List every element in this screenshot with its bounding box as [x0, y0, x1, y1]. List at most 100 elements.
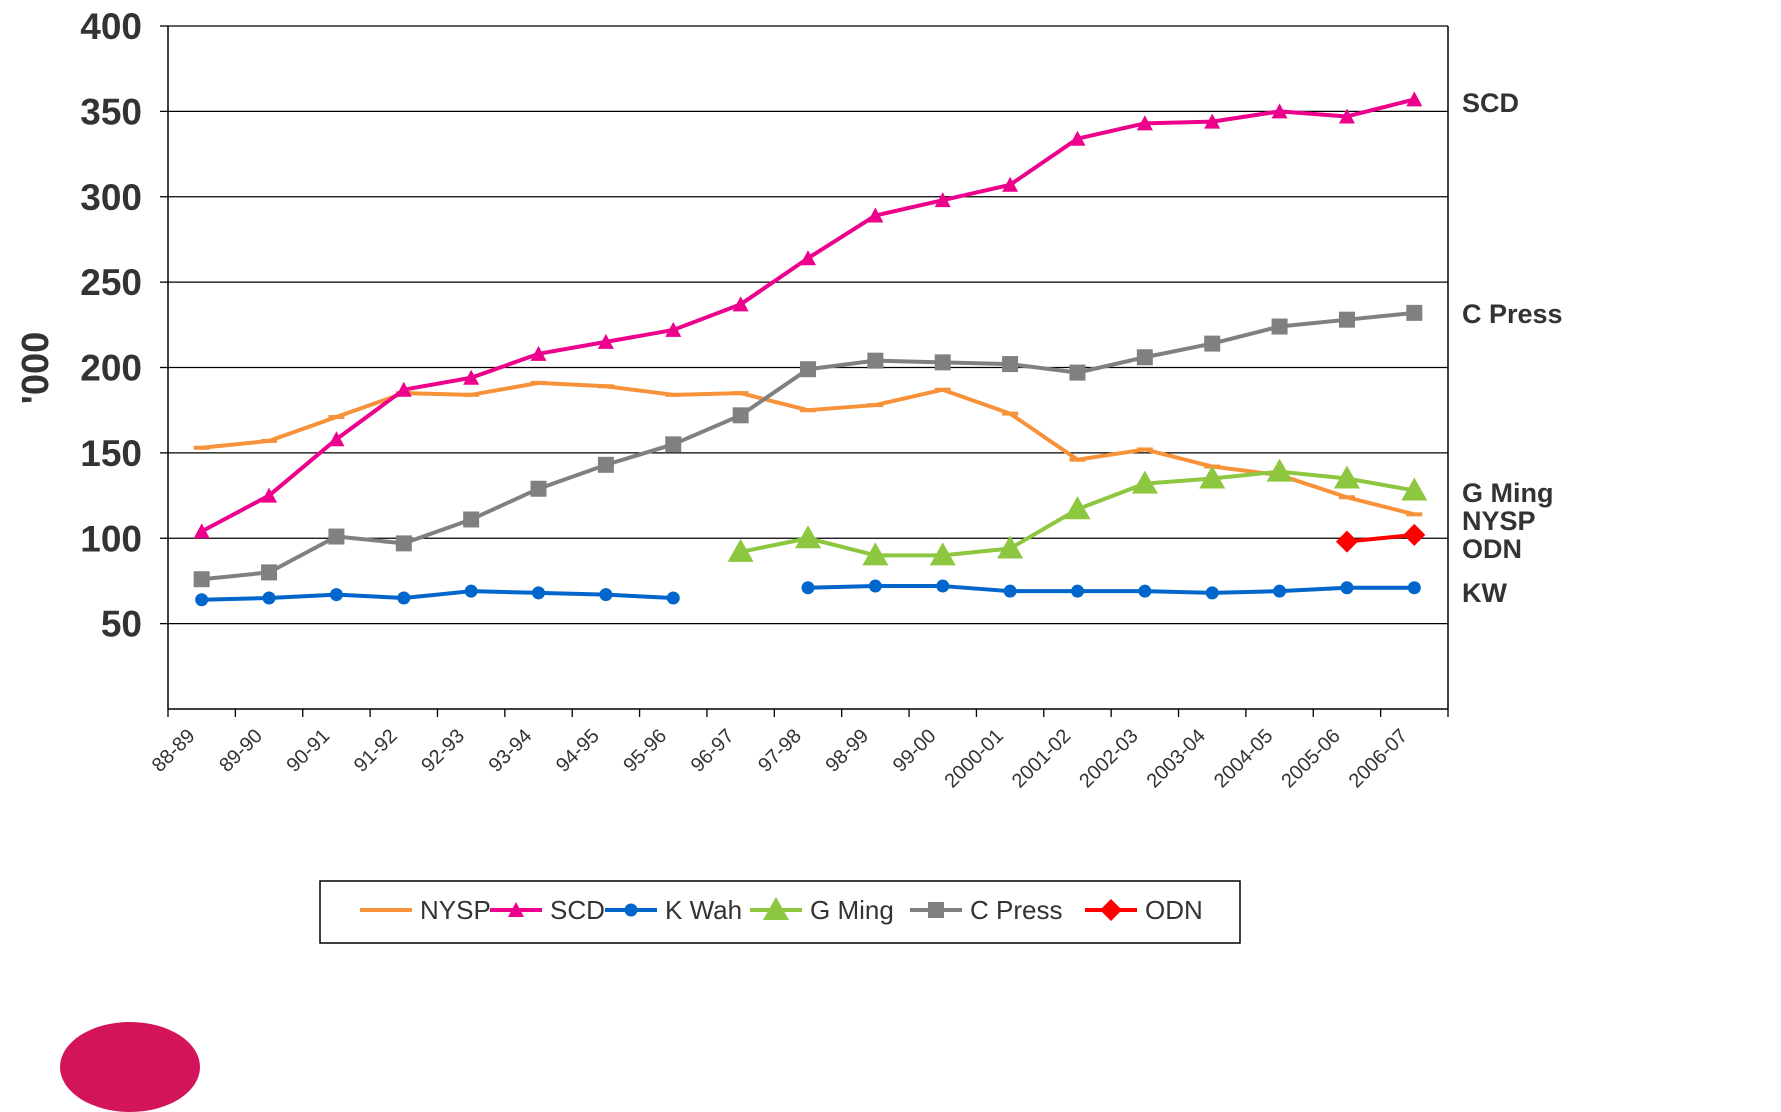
data-point	[1340, 581, 1354, 595]
series-line	[201, 589, 674, 602]
data-point	[1070, 584, 1084, 598]
data-point	[1136, 447, 1153, 452]
series-c-press	[193, 304, 1423, 588]
data-point	[801, 581, 815, 595]
data-point	[929, 542, 956, 566]
data-point	[1205, 586, 1219, 600]
legend-item: C Press	[910, 895, 1062, 925]
data-point	[867, 352, 884, 369]
data-point	[328, 431, 345, 447]
data-point	[1204, 113, 1221, 129]
data-point	[665, 392, 682, 397]
legend-marker	[378, 908, 394, 912]
y-tick-label: 250	[80, 262, 142, 303]
legend-label: G Ming	[810, 895, 894, 925]
x-tick-label: 2006-07	[1345, 725, 1412, 792]
data-point	[867, 207, 884, 223]
data-point	[530, 345, 547, 361]
legend-marker	[1100, 899, 1122, 921]
y-tick-label: 300	[80, 177, 142, 218]
y-tick-label: 50	[101, 604, 142, 645]
data-point	[532, 586, 546, 600]
data-point	[530, 480, 547, 497]
data-point	[936, 579, 950, 593]
data-point	[997, 535, 1024, 559]
end-label: SCD	[1462, 88, 1519, 118]
data-point	[597, 384, 614, 389]
gridlines	[168, 25, 1448, 625]
data-point	[1335, 530, 1358, 553]
x-tick-label: 91-92	[350, 725, 402, 777]
x-tick-label: 88-89	[148, 725, 200, 777]
data-point	[727, 538, 754, 562]
x-tick-label: 90-91	[283, 725, 335, 777]
axes	[160, 25, 1449, 717]
x-tick-label: 2004-05	[1210, 725, 1277, 792]
data-point	[1002, 411, 1019, 416]
data-point	[599, 588, 613, 602]
data-point	[665, 436, 682, 453]
data-point	[795, 525, 821, 549]
y-tick-label: 400	[80, 6, 142, 47]
data-point	[1406, 91, 1423, 107]
data-point	[262, 591, 276, 605]
x-tick-label: 93-94	[485, 725, 537, 777]
x-tick-labels: 88-89 89-90 90-91 91-92 92-93 93-94 94-95 95-96…	[148, 725, 1412, 792]
legend-label: SCD	[550, 895, 605, 925]
series-line	[200, 97, 1415, 534]
brand-logo	[60, 1022, 200, 1112]
data-point	[463, 511, 480, 528]
data-point	[732, 296, 749, 312]
series-lines	[193, 91, 1428, 607]
data-point	[261, 564, 278, 581]
data-point	[261, 487, 278, 503]
legend-label: ODN	[1145, 895, 1203, 925]
data-point	[800, 408, 816, 413]
data-point	[464, 584, 478, 598]
data-point	[1333, 465, 1360, 489]
data-point	[195, 593, 209, 607]
data-point	[934, 387, 951, 392]
end-label: NYSP	[1462, 506, 1536, 536]
data-point	[1138, 584, 1152, 598]
legend-label: K Wah	[665, 895, 742, 925]
data-point	[862, 542, 889, 566]
x-tick-label: 2000-01	[940, 725, 1007, 792]
legend-item: NYSP	[360, 895, 491, 925]
series-line	[1346, 532, 1415, 544]
x-tick-label: 92-93	[417, 725, 469, 777]
data-point	[1406, 512, 1423, 517]
x-tick-label: 99-00	[889, 725, 941, 777]
data-point	[1273, 584, 1287, 598]
data-point	[1136, 349, 1153, 366]
end-label: G Ming	[1462, 478, 1553, 508]
data-point	[934, 192, 951, 208]
data-point	[1271, 103, 1288, 119]
y-tick-label: 200	[80, 348, 142, 389]
data-point	[530, 380, 547, 385]
data-point	[395, 381, 412, 397]
data-point	[800, 250, 816, 266]
data-point	[665, 321, 682, 337]
legend-label: C Press	[970, 895, 1062, 925]
data-point	[193, 523, 210, 539]
data-point	[1406, 304, 1423, 321]
data-point	[1069, 457, 1086, 462]
data-point	[193, 445, 210, 450]
data-point	[1403, 523, 1426, 546]
data-point	[1204, 335, 1221, 352]
series-end-labels: NYSP SCD KW G Ming C Press ODN	[1462, 88, 1563, 608]
data-point	[867, 403, 884, 408]
end-label: ODN	[1462, 534, 1522, 564]
data-point	[1136, 115, 1153, 131]
data-point	[1338, 495, 1355, 500]
x-tick-label: 2002-03	[1075, 725, 1142, 792]
data-point	[597, 456, 614, 473]
y-axis-label: '000	[15, 332, 57, 404]
series-line	[807, 584, 1415, 595]
x-tick-label: 2001-02	[1008, 725, 1075, 792]
data-point	[328, 415, 345, 420]
x-tick-label: 2003-04	[1143, 725, 1210, 792]
legend-label: NYSP	[420, 895, 491, 925]
data-point	[463, 369, 480, 385]
